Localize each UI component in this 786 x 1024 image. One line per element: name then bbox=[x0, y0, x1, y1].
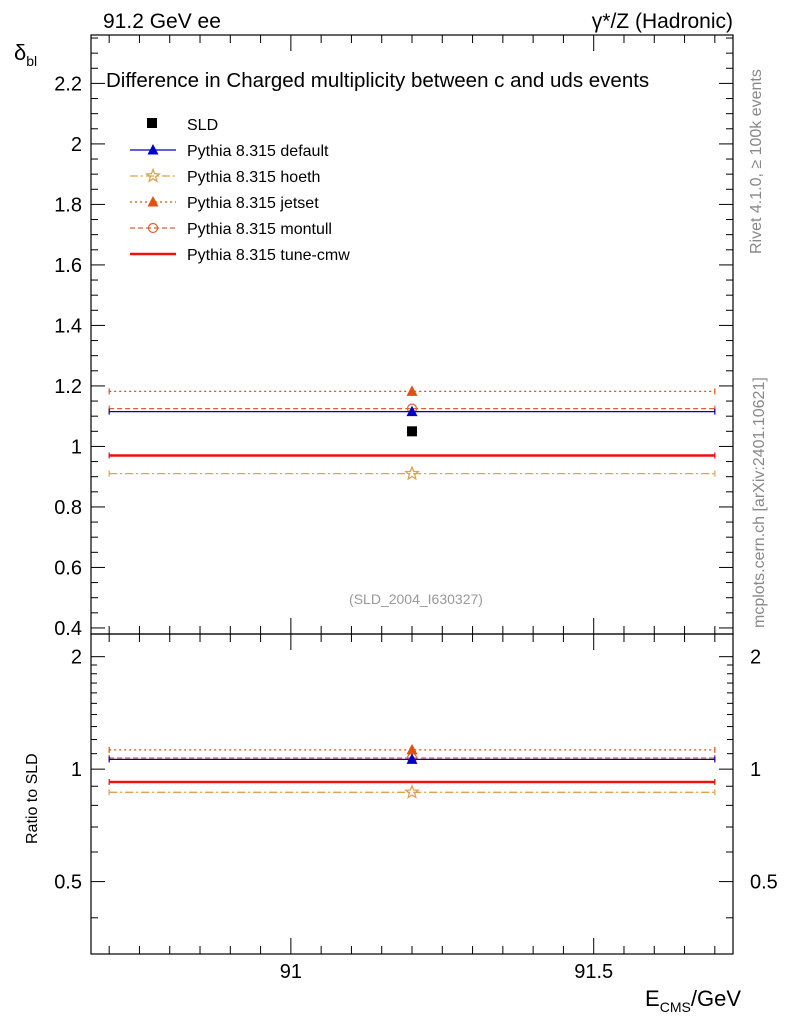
y-tick-label: 2 bbox=[71, 134, 82, 156]
legend: SLD Pythia 8.315 default Pythia 8.315 hoe… bbox=[130, 117, 350, 264]
x-tick-label: 91 bbox=[280, 961, 302, 983]
x-axis-label: ECMS/GeV bbox=[645, 986, 741, 1015]
legend-marker-hoeth bbox=[145, 167, 161, 183]
ratio-y-tick-label-left: 2 bbox=[71, 647, 82, 669]
legend-marker-default bbox=[147, 144, 159, 155]
x-tick-label: 91.5 bbox=[574, 961, 613, 983]
y-axis-label-main: δ bbox=[14, 40, 26, 65]
y-tick-label: 0.4 bbox=[54, 618, 82, 640]
ratio-y-tick-labels: 0.5 0.5 1 1 2 2 bbox=[54, 647, 778, 894]
legend-marker-jetset bbox=[147, 196, 159, 207]
y-axis-label-sub: bl bbox=[26, 53, 37, 69]
y-tick-label: 1.4 bbox=[54, 315, 82, 337]
y-tick-label: 1.6 bbox=[54, 255, 82, 277]
x-tick-labels: 91 91.5 bbox=[280, 961, 613, 983]
ratio-y-tick-label-right: 0.5 bbox=[750, 872, 778, 894]
y-tick-label: 1.8 bbox=[54, 194, 82, 216]
mcplots-credit-label: mcplots.cern.ch [arXiv:2401.10621] bbox=[751, 377, 768, 628]
main-panel-ticks bbox=[91, 35, 733, 634]
main-series-group bbox=[108, 385, 716, 481]
ratio-marker-hoeth bbox=[404, 783, 420, 799]
ratio-marker-default bbox=[406, 753, 418, 764]
y-tick-label: 0.8 bbox=[54, 497, 82, 519]
legend-label-sld: SLD bbox=[187, 117, 218, 134]
y-tick-label: 1.2 bbox=[54, 376, 82, 398]
ratio-series-group bbox=[108, 743, 716, 799]
main-y-tick-labels: 0.4 0.6 0.8 1 1.2 1.4 1.6 1.8 2 2.2 bbox=[54, 73, 82, 640]
header-process-label: γ*/Z (Hadronic) bbox=[592, 10, 733, 33]
ratio-panel-ticks bbox=[91, 634, 733, 954]
analysis-id-label: (SLD_2004_I630327) bbox=[349, 591, 483, 607]
series-marker-jetset bbox=[406, 385, 418, 396]
x-axis-label-sub: CMS bbox=[660, 999, 691, 1015]
series-marker-hoeth bbox=[404, 465, 420, 481]
series-marker-default bbox=[406, 405, 418, 417]
legend-label-montull: Pythia 8.315 montull bbox=[187, 221, 332, 238]
x-axis-label-main: E bbox=[645, 986, 660, 1011]
y-axis-label: δbl bbox=[14, 40, 37, 69]
ratio-marker-jetset bbox=[406, 743, 418, 755]
legend-label-tune-cmw: Pythia 8.315 tune-cmw bbox=[187, 247, 350, 264]
legend-label-hoeth: Pythia 8.315 hoeth bbox=[187, 169, 320, 186]
x-axis-label-unit: /GeV bbox=[691, 986, 741, 1011]
rivet-version-label: Rivet 4.1.0, ≥ 100k events bbox=[748, 69, 765, 254]
legend-label-default: Pythia 8.315 default bbox=[187, 143, 329, 160]
ratio-y-tick-label-left: 0.5 bbox=[54, 872, 82, 894]
y-tick-label: 1 bbox=[71, 436, 82, 458]
y-tick-label: 2.2 bbox=[54, 73, 82, 95]
chart-title: Difference in Charged multiplicity betwe… bbox=[106, 69, 649, 92]
data-point-sld bbox=[407, 426, 417, 437]
legend-label-jetset: Pythia 8.315 jetset bbox=[187, 195, 319, 212]
ratio-plot-frame bbox=[90, 633, 734, 955]
y-tick-label: 0.6 bbox=[54, 557, 82, 579]
ratio-y-tick-label-left: 1 bbox=[71, 759, 82, 781]
ratio-y-tick-label-right: 2 bbox=[750, 647, 761, 669]
legend-marker-montull bbox=[147, 222, 159, 234]
ratio-y-axis-label: Ratio to SLD bbox=[24, 753, 41, 844]
legend-marker-sld bbox=[147, 118, 157, 128]
ratio-y-tick-label-right: 1 bbox=[750, 759, 761, 781]
header-energy-label: 91.2 GeV ee bbox=[103, 10, 221, 33]
